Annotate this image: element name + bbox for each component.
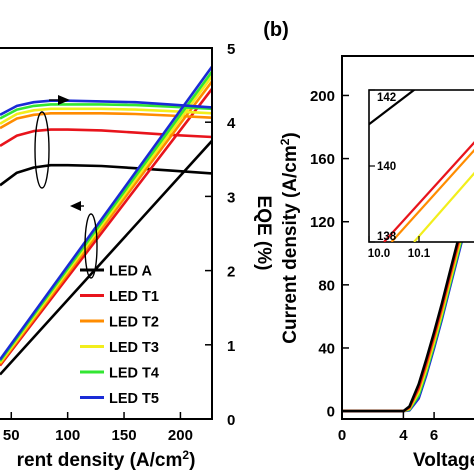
legend-label-led-t1: LED T1 (109, 289, 159, 305)
panel-b-x-ticks: 0 4 6 (338, 412, 438, 444)
inset-x-tick-label: 10.1 (408, 248, 431, 260)
panel-a-right-y-tick-label: 1 (227, 338, 235, 355)
inset-ticks: 10.0 10.1 138 140 142 (368, 89, 431, 260)
panel-a-plot-area (0, 65, 212, 376)
eqe-line-led-t2 (0, 112, 212, 130)
panel-a-x-tick-label: 100 (55, 427, 80, 444)
panel-a-right-y-tick-label: 2 (227, 264, 235, 281)
jv-line-led-t5 (0, 65, 212, 361)
inset-line-led-t3 (413, 171, 474, 242)
legend-label-led-t4: LED T4 (109, 366, 159, 382)
inset-x-tick-label: 10.0 (368, 248, 390, 260)
panel-a-axes-frame (0, 47, 213, 420)
panel-b-y-tick-label: 160 (310, 151, 335, 168)
panel-b: (b) 0 4 6 0 40 80 120 160 200 Current density (… (263, 19, 474, 471)
panel-a-x-ticks: 50 100 150 200 (3, 412, 193, 444)
legend-label-led-t2: LED T2 (109, 315, 159, 331)
panel-a-x-tick-label: 50 (3, 427, 20, 444)
inset-y-tick-label: 138 (377, 231, 397, 243)
panel-b-x-tick-label: 0 (338, 427, 346, 444)
panel-a-right-y-tick-label: 3 (227, 189, 235, 206)
panel-b-label: (b) (263, 19, 289, 41)
legend-label-led-t3: LED T3 (109, 340, 159, 356)
panel-b-y-tick-label: 0 (327, 404, 335, 421)
panel-b-y-tick-label: 120 (310, 214, 335, 231)
panel-b-axes-frame (341, 55, 474, 420)
panel-a-right-y-axis-label: EQE (%) (253, 196, 274, 271)
panel-b-y-tick-label: 200 (310, 88, 335, 105)
panel-a-legend: LED A LED T1 LED T2 LED T3 LED T4 LED T5 (80, 264, 159, 407)
inset-y-tick-label: 140 (377, 161, 396, 173)
eqe-line-led-t1 (0, 128, 212, 148)
inset-frame (368, 89, 474, 243)
panel-b-y-axis-label: Current density (A/cm2) (278, 132, 301, 344)
panel-b-inset: 10.0 10.1 138 140 142 (368, 89, 474, 260)
panel-a-right-y-tick-label: 0 (227, 412, 235, 429)
inset-plot-area (369, 90, 474, 242)
panel-a-x-tick-label: 150 (112, 427, 137, 444)
eqe-axis-arrow (34, 95, 70, 189)
inset-line-led-a (369, 90, 416, 126)
panel-a-right-y-tick-label: 4 (227, 115, 236, 132)
panel-a-right-y-ticks: 0 1 2 3 4 5 (205, 41, 236, 429)
panel-a-right-y-tick-label: 5 (227, 41, 235, 58)
inset-y-tick-label: 142 (377, 92, 396, 104)
panel-b-x-axis-label: Voltage (413, 450, 474, 471)
panel-a-x-tick-label: 200 (168, 427, 193, 444)
left-axis-arrow (70, 201, 98, 279)
eqe-line-led-t3 (0, 107, 212, 125)
panel-b-y-tick-label: 80 (318, 277, 335, 294)
panel-b-y-tick-label: 40 (318, 340, 335, 357)
panel-b-x-tick-label: 6 (430, 427, 438, 444)
panel-b-y-ticks: 0 40 80 120 160 200 (310, 88, 349, 421)
jv-line-led-a (0, 139, 212, 376)
eqe-line-led-t4 (0, 103, 212, 120)
legend-label-led-a: LED A (109, 264, 152, 280)
legend-label-led-t5: LED T5 (109, 391, 159, 407)
inset-line-led-t1 (383, 141, 474, 242)
eqe-line-led-a (0, 163, 212, 187)
panel-b-x-tick-label: 4 (399, 427, 408, 444)
inset-line-led-t2 (390, 148, 474, 242)
panel-a-x-axis-label: rent density (A/cm2) (17, 448, 196, 471)
